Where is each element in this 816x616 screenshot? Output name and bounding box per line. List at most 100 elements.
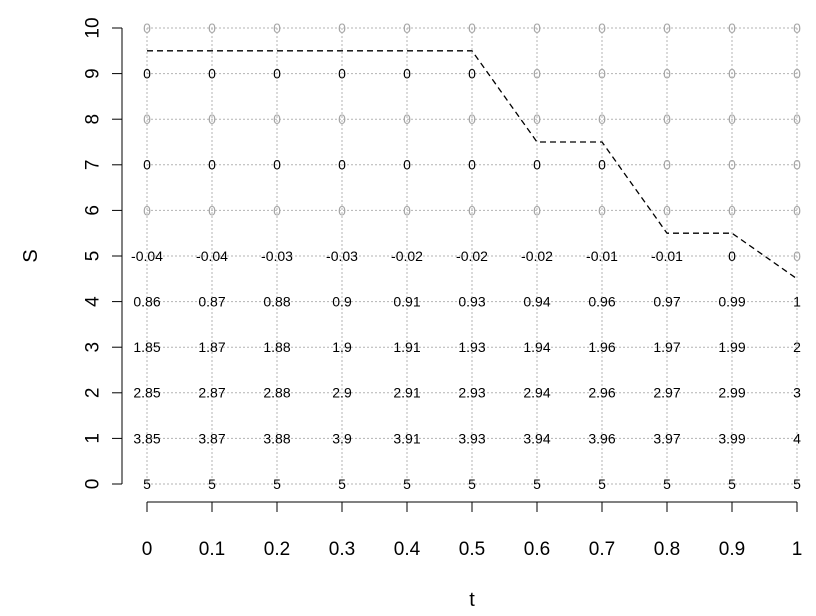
cell-label-s9-t2: 0 <box>273 66 281 82</box>
cell-label-s1-t0: 3.85 <box>133 430 160 446</box>
cell-label-s9-t6: 0 <box>533 66 541 82</box>
cell-label-s5-t0: -0.04 <box>131 248 163 264</box>
cell-label-s6-t7: 0 <box>598 202 606 218</box>
cell-label-s2-t2: 2.88 <box>263 385 290 401</box>
y-tick-label-1: 1 <box>83 433 104 444</box>
cell-label-s5-t6: -0.02 <box>521 248 553 264</box>
cell-label-s7-t1: 0 <box>208 157 216 173</box>
x-tick-label-6: 0.6 <box>524 539 550 560</box>
cell-label-s0-t4: 5 <box>403 476 411 492</box>
cell-label-s4-t1: 0.87 <box>198 294 225 310</box>
cell-label-s2-t7: 2.96 <box>588 385 615 401</box>
cell-label-s0-t1: 5 <box>208 476 216 492</box>
axes: 0 0.1 0.2 0.3 0.4 0.5 0.6 0.7 0.8 0.9 1 0123456789… <box>83 17 803 560</box>
cell-label-s3-t1: 1.87 <box>198 339 225 355</box>
cell-label-s8-t8: 0 <box>663 111 671 127</box>
exercise-boundary-line <box>147 50 798 280</box>
cell-label-s4-t4: 0.91 <box>393 294 420 310</box>
cell-label-s9-t10: 0 <box>793 66 801 82</box>
cell-label-s6-t8: 0 <box>663 202 671 218</box>
cell-label-s0-t7: 5 <box>598 476 606 492</box>
y-tick-label-10: 10 <box>83 17 104 38</box>
cell-label-s7-t5: 0 <box>468 157 476 173</box>
cell-label-s4-t3: 0.9 <box>332 294 352 310</box>
cell-label-s2-t5: 2.93 <box>458 385 485 401</box>
cell-label-s2-t0: 2.85 <box>133 385 160 401</box>
cell-label-s5-t4: -0.02 <box>391 248 423 264</box>
cell-label-s10-t7: 0 <box>598 20 606 36</box>
cell-labels: 5 5 5 5 5 5 5 5 5 5 5 3.85 3.87 3.88 3.9 3.91 3.93 3.94 3.… <box>131 20 801 492</box>
x-tick-label-7: 0.7 <box>589 539 615 560</box>
cell-label-s0-t10: 5 <box>793 476 801 492</box>
cell-label-s8-t2: 0 <box>273 111 281 127</box>
cell-label-s5-t8: -0.01 <box>651 248 683 264</box>
cell-label-s9-t8: 0 <box>663 66 671 82</box>
cell-label-s6-t6: 0 <box>533 202 541 218</box>
cell-label-s2-t6: 2.94 <box>523 385 550 401</box>
y-tick-label-7: 7 <box>83 160 104 171</box>
x-axis-ticks: 0 0.1 0.2 0.3 0.4 0.5 0.6 0.7 0.8 0.9 1 <box>142 502 802 560</box>
cell-label-s1-t1: 3.87 <box>198 430 225 446</box>
cell-label-s1-t8: 3.97 <box>653 430 680 446</box>
cell-label-s3-t9: 1.99 <box>718 339 745 355</box>
cell-label-s8-t0: 0 <box>143 111 151 127</box>
cell-label-s7-t10: 0 <box>793 157 801 173</box>
y-tick-label-8: 8 <box>83 114 104 125</box>
cell-label-s3-t10: 2 <box>793 339 801 355</box>
cell-label-s0-t5: 5 <box>468 476 476 492</box>
cell-label-s5-t5: -0.02 <box>456 248 488 264</box>
cell-label-s3-t5: 1.93 <box>458 339 485 355</box>
cell-label-s0-t8: 5 <box>663 476 671 492</box>
cell-label-s9-t7: 0 <box>598 66 606 82</box>
y-tick-label-4: 4 <box>83 296 104 307</box>
cell-label-s2-t9: 2.99 <box>718 385 745 401</box>
cell-label-s8-t10: 0 <box>793 111 801 127</box>
cell-label-s8-t5: 0 <box>468 111 476 127</box>
cell-label-s7-t8: 0 <box>663 157 671 173</box>
cell-label-s9-t0: 0 <box>143 66 151 82</box>
x-tick-label-0: 0 <box>142 539 153 560</box>
cell-label-s4-t0: 0.86 <box>133 294 160 310</box>
x-tick-label-1: 0.1 <box>199 539 225 560</box>
cell-label-s1-t9: 3.99 <box>718 430 745 446</box>
y-tick-label-3: 3 <box>83 342 104 353</box>
y-tick-label-6: 6 <box>83 205 104 216</box>
cell-label-s6-t2: 0 <box>273 202 281 218</box>
y-axis-title: S <box>20 249 42 262</box>
cell-label-s8-t3: 0 <box>338 111 346 127</box>
cell-label-s2-t1: 2.87 <box>198 385 225 401</box>
x-tick-label-2: 0.2 <box>264 539 290 560</box>
cell-label-s0-t6: 5 <box>533 476 541 492</box>
cell-label-s3-t3: 1.9 <box>332 339 352 355</box>
x-tick-label-4: 0.4 <box>394 539 421 560</box>
cell-label-s7-t3: 0 <box>338 157 346 173</box>
cell-label-s10-t9: 0 <box>728 20 736 36</box>
cell-label-s4-t5: 0.93 <box>458 294 485 310</box>
cell-label-s4-t8: 0.97 <box>653 294 680 310</box>
cell-label-s6-t4: 0 <box>403 202 411 218</box>
cell-label-s2-t4: 2.91 <box>393 385 420 401</box>
x-tick-label-5: 0.5 <box>459 539 485 560</box>
cell-label-s8-t7: 0 <box>598 111 606 127</box>
cell-label-s10-t3: 0 <box>338 20 346 36</box>
cell-label-s3-t6: 1.94 <box>523 339 550 355</box>
cell-label-s9-t4: 0 <box>403 66 411 82</box>
x-tick-label-8: 0.8 <box>654 539 680 560</box>
x-tick-label-9: 0.9 <box>719 539 745 560</box>
cell-label-s9-t9: 0 <box>728 66 736 82</box>
cell-label-s4-t9: 0.99 <box>718 294 745 310</box>
cell-label-s1-t4: 3.91 <box>393 430 420 446</box>
cell-label-s6-t9: 0 <box>728 202 736 218</box>
cell-label-s8-t1: 0 <box>208 111 216 127</box>
cell-label-s3-t2: 1.88 <box>263 339 290 355</box>
y-tick-label-0: 0 <box>83 479 104 490</box>
cell-label-s2-t8: 2.97 <box>653 385 680 401</box>
cell-label-s8-t6: 0 <box>533 111 541 127</box>
cell-label-s10-t6: 0 <box>533 20 541 36</box>
cell-label-s4-t7: 0.96 <box>588 294 615 310</box>
cell-label-s5-t9: 0 <box>728 248 736 264</box>
x-tick-label-3: 0.3 <box>329 539 355 560</box>
cell-label-s8-t4: 0 <box>403 111 411 127</box>
cell-label-s9-t1: 0 <box>208 66 216 82</box>
